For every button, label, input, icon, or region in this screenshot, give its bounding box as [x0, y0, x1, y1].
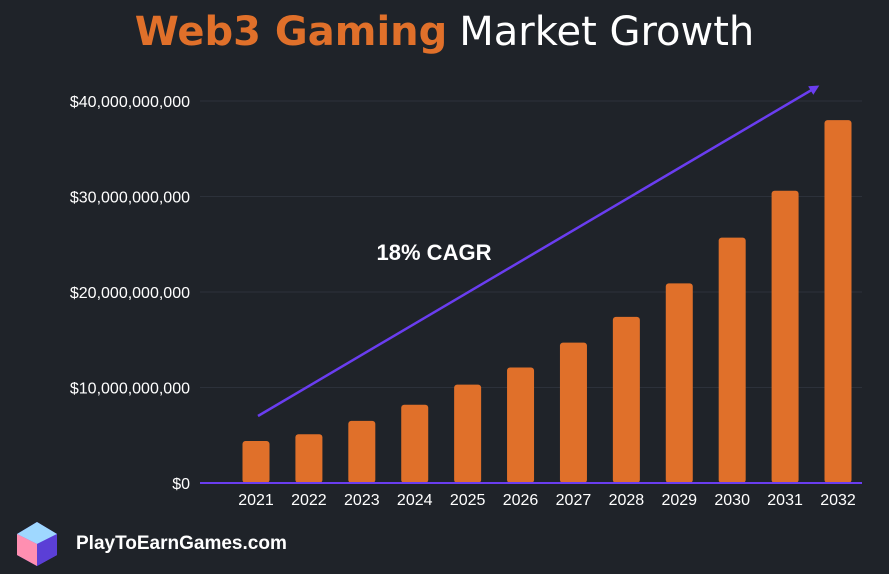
y-tick-label: $0	[172, 476, 190, 493]
x-tick-label: 2023	[344, 492, 380, 509]
title-rest: Market Growth	[459, 9, 755, 55]
bar-2021	[242, 440, 270, 483]
brand-name: PlayToEarnGames.com	[76, 533, 287, 554]
brand: PlayToEarnGames.com	[12, 516, 287, 572]
y-tick-label: $20,000,000,000	[70, 285, 190, 302]
bar-2022	[295, 434, 323, 483]
x-tick-label: 2025	[450, 492, 486, 509]
bar-2024	[401, 404, 429, 483]
bar-2029	[665, 283, 693, 483]
x-tick-label: 2032	[820, 492, 856, 509]
x-tick-label: 2029	[661, 492, 697, 509]
bar-2028	[612, 316, 640, 483]
y-tick-label: $30,000,000,000	[70, 190, 190, 207]
chart-title: Web3 Gaming Market Growth	[0, 4, 889, 60]
gem-icon	[17, 522, 57, 566]
x-tick-label: 2031	[767, 492, 803, 509]
x-tick-label: 2027	[556, 492, 592, 509]
bar-2025	[454, 384, 482, 483]
x-tick-label: 2022	[291, 492, 327, 509]
title-highlight: Web3 Gaming	[134, 9, 448, 55]
bar-2032	[824, 120, 852, 483]
cagr-trend-arrow	[257, 85, 820, 418]
x-tick-label: 2024	[397, 492, 433, 509]
bar-2031	[771, 190, 799, 483]
bar-2023	[348, 420, 376, 483]
x-tick-label: 2028	[609, 492, 645, 509]
x-tick-label: 2026	[503, 492, 539, 509]
y-tick-label: $40,000,000,000	[70, 94, 190, 111]
x-tick-label: 2021	[238, 492, 274, 509]
y-tick-label: $10,000,000,000	[70, 381, 190, 398]
bar-2027	[559, 342, 587, 483]
bar-2030	[718, 237, 746, 483]
cagr-label: 18% CAGR	[377, 240, 492, 265]
x-tick-label: 2030	[714, 492, 750, 509]
bar-2026	[507, 367, 535, 483]
